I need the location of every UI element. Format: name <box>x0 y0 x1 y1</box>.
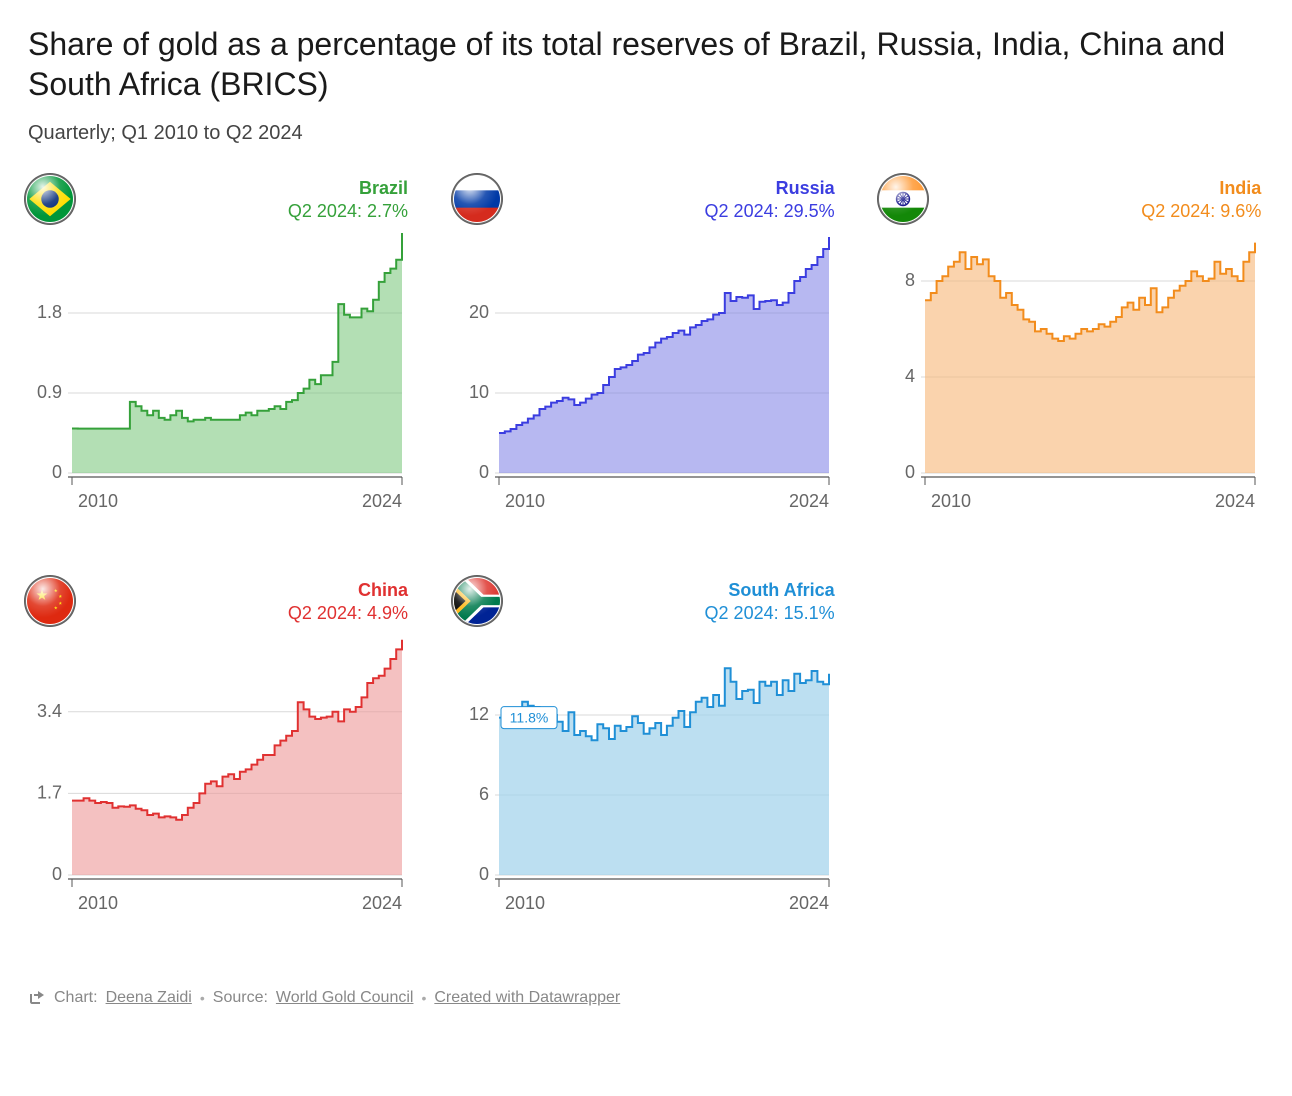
svg-text:0: 0 <box>905 462 915 482</box>
panel-india: India Q2 2024: 9.6% 0 4 8 2010 2024 <box>881 177 1261 547</box>
svg-text:1.7: 1.7 <box>37 782 62 802</box>
svg-text:2024: 2024 <box>789 491 829 511</box>
footer-credit-link[interactable]: Created with Datawrapper <box>434 989 620 1007</box>
panel-name-label: Russia <box>705 177 835 200</box>
svg-text:12: 12 <box>469 704 489 724</box>
panel-russia: Russia Q2 2024: 29.5% 0 10 20 2010 2024 <box>455 177 835 547</box>
svg-text:2024: 2024 <box>1215 491 1255 511</box>
chart-title: Share of gold as a percentage of its tot… <box>28 24 1264 104</box>
footer-author-link[interactable]: Deena Zaidi <box>106 989 192 1007</box>
svg-text:2010: 2010 <box>505 491 545 511</box>
panel-name-label: India <box>1141 177 1261 200</box>
chart-brazil: 0 0.9 1.8 2010 2024 <box>28 177 408 547</box>
svg-text:2010: 2010 <box>78 893 118 913</box>
panel-name-label: Brazil <box>288 177 408 200</box>
svg-text:11.8%: 11.8% <box>509 710 548 726</box>
svg-text:0: 0 <box>479 462 489 482</box>
panel-latest-label: Q2 2024: 2.7% <box>288 200 408 223</box>
panel-header-india: India Q2 2024: 9.6% <box>1141 177 1261 224</box>
panel-latest-label: Q2 2024: 15.1% <box>705 602 835 625</box>
panel-header-brazil: Brazil Q2 2024: 2.7% <box>288 177 408 224</box>
footer-source-link[interactable]: World Gold Council <box>276 989 414 1007</box>
svg-text:8: 8 <box>905 270 915 290</box>
chart-south_africa: 0 6 12 2010 2024 11.8% <box>455 579 835 949</box>
panel-latest-label: Q2 2024: 4.9% <box>288 602 408 625</box>
panel-china: China Q2 2024: 4.9% 0 1.7 3.4 2010 2024 <box>28 579 408 949</box>
svg-text:0: 0 <box>52 462 62 482</box>
panel-header-russia: Russia Q2 2024: 29.5% <box>705 177 835 224</box>
svg-text:2024: 2024 <box>362 893 402 913</box>
svg-text:2024: 2024 <box>362 491 402 511</box>
footer-author-prefix: Chart: <box>54 989 98 1007</box>
svg-text:2010: 2010 <box>505 893 545 913</box>
chart-russia: 0 10 20 2010 2024 <box>455 177 835 547</box>
panel-latest-label: Q2 2024: 29.5% <box>705 200 835 223</box>
chart-china: 0 1.7 3.4 2010 2024 <box>28 579 408 949</box>
panel-header-china: China Q2 2024: 4.9% <box>288 579 408 626</box>
panel-latest-label: Q2 2024: 9.6% <box>1141 200 1261 223</box>
svg-text:0: 0 <box>479 864 489 884</box>
chart-india: 0 4 8 2010 2024 <box>881 177 1261 547</box>
flag-china-icon <box>24 575 76 632</box>
svg-text:0.9: 0.9 <box>37 382 62 402</box>
svg-text:10: 10 <box>469 382 489 402</box>
flag-brazil-icon <box>24 173 76 230</box>
svg-text:3.4: 3.4 <box>37 701 62 721</box>
footer-source-prefix: Source: <box>213 989 268 1007</box>
panel-name-label: China <box>288 579 408 602</box>
panels-grid: Brazil Q2 2024: 2.7% 00.91.8 2010 2024 <box>28 177 1264 949</box>
svg-text:20: 20 <box>469 302 489 322</box>
svg-text:6: 6 <box>479 784 489 804</box>
panel-header-south_africa: South Africa Q2 2024: 15.1% <box>705 579 835 626</box>
svg-text:4: 4 <box>905 366 915 386</box>
chart-subtitle: Quarterly; Q1 2010 to Q2 2024 <box>28 122 1264 145</box>
separator-dot: • <box>200 990 205 1006</box>
flag-india-icon <box>877 173 929 230</box>
flag-russia-icon <box>451 173 503 230</box>
svg-text:2024: 2024 <box>789 893 829 913</box>
svg-text:2010: 2010 <box>931 491 971 511</box>
panel-south_africa: South Africa Q2 2024: 15.1% 0 6 12 2010 20… <box>455 579 835 949</box>
svg-text:2010: 2010 <box>78 491 118 511</box>
svg-text:0: 0 <box>52 864 62 884</box>
svg-text:1.8: 1.8 <box>37 302 62 322</box>
chart-footer: Chart: Deena Zaidi • Source: World Gold … <box>28 989 1264 1007</box>
panel-brazil: Brazil Q2 2024: 2.7% 0 0.9 1.8 2010 2024 <box>28 177 408 547</box>
separator-dot: • <box>421 990 426 1006</box>
share-icon <box>28 990 46 1006</box>
panel-name-label: South Africa <box>705 579 835 602</box>
flag-south_africa-icon <box>451 575 503 632</box>
